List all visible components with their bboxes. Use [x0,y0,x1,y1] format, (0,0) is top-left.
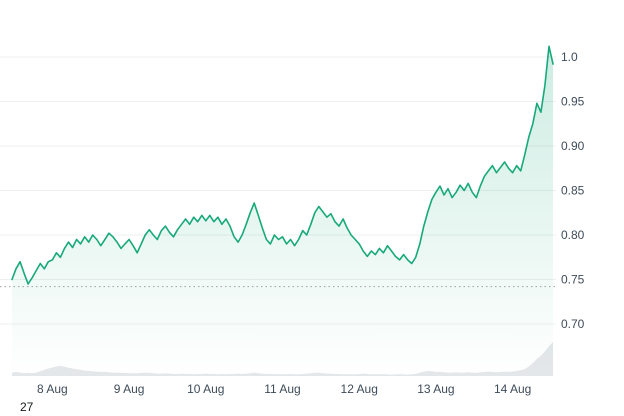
price-area-fill [12,46,553,377]
y-axis-label: 0.70 [561,317,585,331]
x-axis-label: 11 Aug [264,382,300,396]
price-line [11,45,554,285]
footer-partial-text: 27 [20,400,34,414]
y-axis-label: 0.95 [561,95,585,109]
y-axis-label: 0.75 [561,273,585,287]
y-axis-label: 0.85 [561,184,585,198]
x-axis-label: 8 Aug [37,382,68,396]
y-axis-label: 0.80 [561,228,585,242]
y-axis-label: 1.0 [561,50,578,64]
x-axis-label: 12 Aug [341,382,378,396]
x-axis-label: 13 Aug [417,382,454,396]
x-axis-label: 14 Aug [494,382,531,396]
x-axis-label: 9 Aug [114,382,145,396]
y-axis-label: 0.90 [561,139,585,153]
x-axis-label: 10 Aug [187,382,224,396]
